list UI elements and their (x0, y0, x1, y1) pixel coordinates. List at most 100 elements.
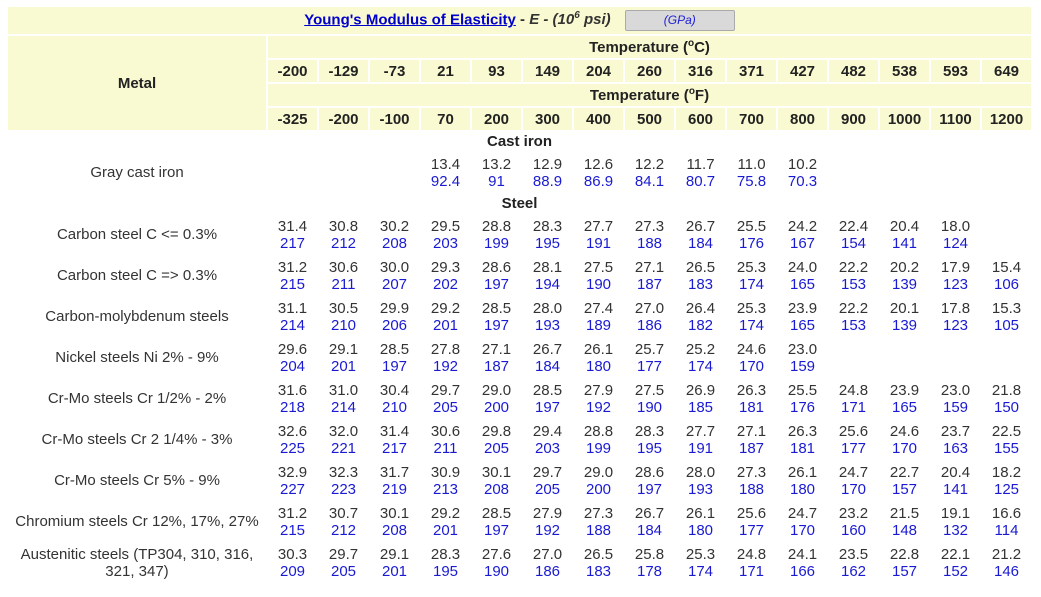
title-separator: - (520, 11, 530, 29)
psi-value: 31.7 (379, 463, 410, 481)
gpa-value: 190 (636, 398, 663, 416)
metal-name: Austenitic steels (TP304, 310, 316, 321,… (20, 545, 254, 580)
psi-value: 30.1 (379, 504, 410, 522)
psi-value: 25.7 (634, 340, 665, 358)
modulus-cell: 30.3 209 (268, 543, 317, 582)
gpa-value: 186 (534, 562, 561, 580)
celsius-values-row: -200 -129 -73 21 93 149 204 260 316 371 427 482 538 5… (8, 60, 1031, 82)
gpa-value: 201 (330, 357, 357, 375)
modulus-cell: 27.5 190 (625, 379, 674, 418)
psi-value: 29.0 (583, 463, 614, 481)
modulus-cell: 23.9 165 (880, 379, 929, 418)
modulus-cell: 29.0 200 (472, 379, 521, 418)
gpa-value: 125 (993, 480, 1020, 498)
gpa-value: 183 (687, 275, 714, 293)
modulus-cell: 12.6 86.9 (574, 153, 623, 192)
psi-value: 29.7 (532, 463, 563, 481)
gpa-value: 225 (279, 439, 306, 457)
modulus-cell: 26.1 180 (574, 338, 623, 377)
gpa-value: 86.9 (583, 172, 614, 190)
psi-value: 20.4 (889, 217, 920, 235)
modulus-cell: 29.5 203 (421, 215, 470, 254)
gpa-value: 199 (483, 234, 510, 252)
modulus-cell: 10.2 70.3 (778, 153, 827, 192)
modulus-cell: 29.8 205 (472, 420, 521, 459)
psi-value: 24.8 (736, 545, 767, 563)
table-row: Carbon steel C <= 0.3% 31.4 217 30.8 212 30.2… (8, 215, 1031, 254)
modulus-cell: 31.6 218 (268, 379, 317, 418)
gpa-value: 174 (687, 357, 714, 375)
modulus-cell: 30.6 211 (319, 256, 368, 295)
modulus-cell: 30.6 211 (421, 420, 470, 459)
table-row: Cr-Mo steels Cr 2 1/4% - 3% 32.6 225 32.0 22… (8, 420, 1031, 459)
psi-value: 31.1 (277, 299, 308, 317)
gpa-value: 208 (483, 480, 510, 498)
gpa-value: 141 (891, 234, 918, 252)
psi-value: 28.8 (583, 422, 614, 440)
gpa-value: 123 (942, 275, 969, 293)
gpa-value: 178 (636, 562, 663, 580)
psi-value: 26.7 (634, 504, 665, 522)
psi-value: 22.7 (889, 463, 920, 481)
psi-value: 24.0 (787, 258, 818, 276)
gpa-value: 159 (942, 398, 969, 416)
psi-value: 30.9 (430, 463, 461, 481)
modulus-cell: 26.3 181 (778, 420, 827, 459)
psi-value: 29.9 (379, 299, 410, 317)
gpa-value: 215 (279, 275, 306, 293)
psi-value: 27.1 (736, 422, 767, 440)
fahrenheit-temp-14: 1200 (982, 108, 1031, 130)
modulus-cell: 25.2 174 (676, 338, 725, 377)
fahrenheit-temp-6: 400 (574, 108, 623, 130)
gpa-value: 191 (687, 439, 714, 457)
psi-value: 29.7 (430, 381, 461, 399)
celsius-temp-2: -73 (370, 60, 419, 82)
modulus-cell: 30.0 207 (370, 256, 419, 295)
modulus-cell: 15.4 106 (982, 256, 1031, 295)
psi-value: 24.1 (787, 545, 818, 563)
gpa-value: 124 (942, 234, 969, 252)
psi-value: 27.5 (583, 258, 614, 276)
metal-name: Gray cast iron (90, 164, 184, 181)
modulus-cell: 12.2 84.1 (625, 153, 674, 192)
gpa-toggle-button[interactable]: (GPa) (624, 10, 735, 31)
gpa-value: 176 (789, 398, 816, 416)
gpa-value: 209 (279, 562, 306, 580)
modulus-cell: 27.9 192 (574, 379, 623, 418)
title-link[interactable]: Young's Modulus of Elasticity (304, 11, 516, 29)
psi-value: 15.4 (991, 258, 1022, 276)
psi-value: 25.3 (736, 258, 767, 276)
modulus-cell (982, 338, 1031, 377)
psi-value: 10.2 (787, 155, 818, 173)
gpa-value: 219 (381, 480, 408, 498)
gpa-value: 203 (534, 439, 561, 457)
modulus-cell: 26.7 184 (676, 215, 725, 254)
gpa-value: 195 (534, 234, 561, 252)
gpa-value: 223 (330, 480, 357, 498)
psi-value: 27.0 (634, 299, 665, 317)
modulus-cell: 27.1 187 (727, 420, 776, 459)
celsius-temp-0: -200 (268, 60, 317, 82)
gpa-value: 154 (840, 234, 867, 252)
gpa-value: 188 (585, 521, 612, 539)
psi-value: 22.2 (838, 299, 869, 317)
modulus-cell: 29.0 200 (574, 461, 623, 500)
gpa-value: 197 (636, 480, 663, 498)
modulus-cell (370, 153, 419, 192)
gpa-value: 212 (330, 234, 357, 252)
modulus-cell: 28.3 195 (523, 215, 572, 254)
psi-value: 27.9 (532, 504, 563, 522)
modulus-cell: 28.5 197 (472, 502, 521, 541)
gpa-value: 187 (483, 357, 510, 375)
gpa-value: 184 (636, 521, 663, 539)
temp-c-label: Temperature ( (589, 39, 688, 56)
modulus-cell: 13.4 92.4 (421, 153, 470, 192)
gpa-value: 211 (433, 439, 458, 457)
modulus-cell: 30.7 212 (319, 502, 368, 541)
gpa-value: 207 (381, 275, 408, 293)
gpa-value: 192 (432, 357, 459, 375)
gpa-value: 184 (534, 357, 561, 375)
psi-value: 28.0 (532, 299, 563, 317)
psi-value: 26.5 (685, 258, 716, 276)
modulus-cell: 32.6 225 (268, 420, 317, 459)
